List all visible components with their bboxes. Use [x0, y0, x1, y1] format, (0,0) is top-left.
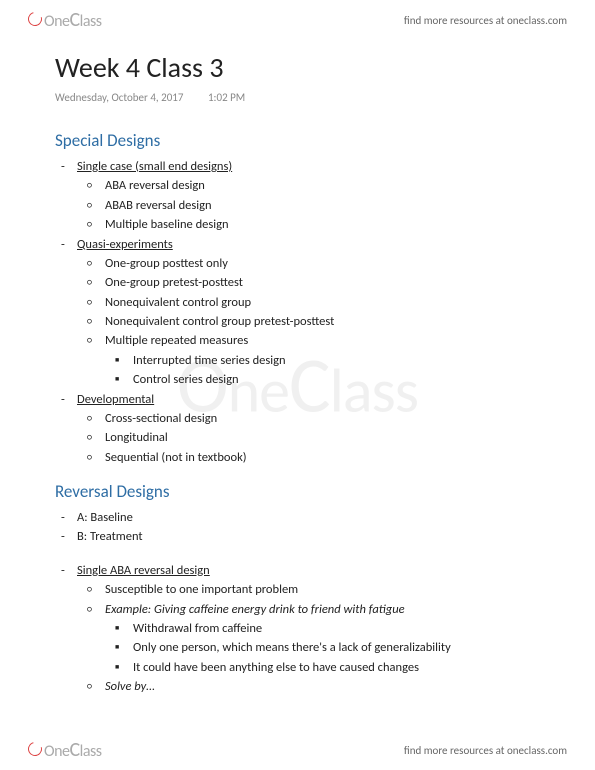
list-item: Withdrawal from caffeine [133, 619, 555, 638]
brand-logo: OneClass [28, 8, 102, 32]
group-title: Single case (small end designs) [77, 159, 232, 174]
list-item: Single ABA reversal design Susceptible t… [77, 561, 555, 697]
single-aba-list: Single ABA reversal design Susceptible t… [55, 561, 555, 697]
list-item: Multiple repeated measures Interrupted t… [105, 331, 555, 389]
list-item: Only one person, which means there's a l… [133, 638, 555, 657]
group-title: Single ABA reversal design [77, 563, 210, 578]
logo-icon [25, 9, 44, 28]
list-item: Example: Giving caffeine energy drink to… [105, 600, 555, 678]
page-title: Week 4 Class 3 [55, 50, 555, 85]
header-link[interactable]: find more resources at oneclass.com [404, 14, 567, 27]
example-text: Example: Giving caffeine energy drink to… [105, 602, 405, 617]
logo-icon [25, 739, 44, 758]
special-designs-list: Single case (small end designs) ABA reve… [55, 157, 555, 467]
group-title: Quasi-experiments [77, 237, 173, 252]
group-title: Developmental [77, 392, 154, 407]
list-item: Longitudinal [105, 428, 555, 447]
meta-date: Wednesday, October 4, 2017 [55, 91, 183, 104]
list-item: Cross-sectional design [105, 409, 555, 428]
list-item: ABA reversal design [105, 176, 555, 195]
list-item: Single case (small end designs) ABA reve… [77, 157, 555, 235]
list-item: One-group posttest only [105, 254, 555, 273]
document-body: Week 4 Class 3 Wednesday, October 4, 201… [55, 50, 555, 696]
list-item: Control series design [133, 370, 555, 389]
list-item: One-group pretest-posttest [105, 273, 555, 292]
brand-logo: OneClass [28, 738, 102, 762]
list-item: Solve by… [105, 677, 555, 696]
page-meta: Wednesday, October 4, 2017 1:02 PM [55, 91, 555, 104]
list-item: A: Baseline [77, 508, 555, 527]
list-item: Developmental Cross-sectional design Lon… [77, 390, 555, 468]
list-item: B: Treatment [77, 527, 555, 546]
section-heading: Special Designs [55, 130, 555, 151]
list-item: Interrupted time series design [133, 351, 555, 370]
section-heading: Reversal Designs [55, 481, 555, 502]
list-item: ABAB reversal design [105, 196, 555, 215]
footer-link[interactable]: find more resources at oneclass.com [404, 744, 567, 757]
meta-time: 1:02 PM [208, 91, 245, 104]
list-item: It could have been anything else to have… [133, 658, 555, 677]
reversal-designs-list: A: Baseline B: Treatment [55, 508, 555, 547]
list-item: Susceptible to one important problem [105, 580, 555, 599]
page-footer: OneClass find more resources at oneclass… [0, 730, 595, 770]
list-item: Sequential (not in textbook) [105, 448, 555, 467]
list-item: Quasi-experiments One-group posttest onl… [77, 235, 555, 390]
list-item: Multiple baseline design [105, 215, 555, 234]
list-item: Nonequivalent control group [105, 293, 555, 312]
page-header: OneClass find more resources at oneclass… [0, 0, 595, 40]
list-item: Nonequivalent control group pretest-post… [105, 312, 555, 331]
